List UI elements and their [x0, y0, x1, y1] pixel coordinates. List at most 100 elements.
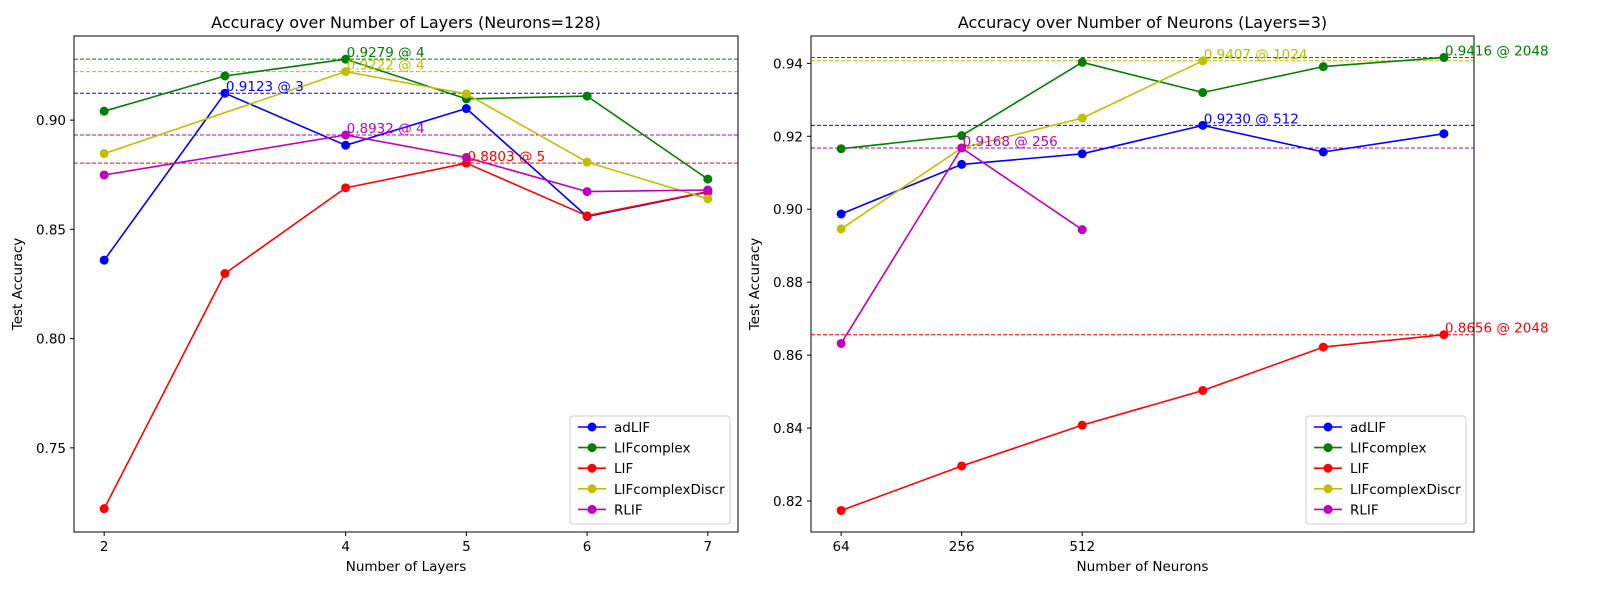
chart-panel-layers: Accuracy over Number of Layers (Neurons=… — [10, 13, 739, 575]
series-line-LIFcomplexDiscr — [840, 60, 1204, 230]
data-point-adLIF — [99, 255, 109, 265]
legend-swatch-marker-LIF — [587, 463, 597, 473]
data-point-adLIF — [1077, 149, 1087, 159]
data-point-LIFcomplexDiscr — [836, 224, 846, 234]
data-point-LIF — [99, 504, 109, 514]
chart-panel-neurons: Accuracy over Number of Neurons (Layers=… — [747, 13, 1549, 575]
data-point-LIF — [957, 461, 967, 471]
data-point-LIF — [1439, 330, 1449, 340]
data-point-adLIF — [220, 88, 230, 98]
data-point-LIFcomplex — [582, 91, 592, 101]
data-point-LIF — [836, 505, 846, 515]
x-tick-label: 512 — [1069, 539, 1095, 555]
data-point-LIFcomplex — [341, 54, 351, 64]
legend-label-RLIF: RLIF — [614, 502, 643, 518]
legend-label-LIFcomplexDiscr: LIFcomplexDiscr — [1350, 482, 1461, 498]
data-point-RLIF — [957, 143, 967, 153]
annotation-RLIF: 0.9168 @ 256 — [963, 134, 1058, 150]
data-point-LIFcomplexDiscr — [1077, 113, 1087, 123]
legend-box — [1305, 415, 1467, 525]
data-point-RLIF — [99, 170, 109, 180]
annotation-LIFcomplexDiscr: 0.9407 @ 1024 — [1204, 47, 1308, 63]
y-tick-label: 0.88 — [773, 275, 803, 291]
annotation-LIFcomplexDiscr: 0.9222 @ 4 — [347, 58, 425, 74]
y-axis-label: Test Accuracy — [747, 238, 763, 332]
legend-swatch-marker-adLIF — [1323, 422, 1333, 432]
legend-swatch-marker-LIFcomplex — [1323, 443, 1333, 453]
x-tick-label: 64 — [833, 539, 850, 555]
y-axis-label: Test Accuracy — [10, 238, 26, 332]
data-point-RLIF — [582, 187, 592, 197]
legend-swatch-marker-LIFcomplex — [587, 443, 597, 453]
y-tick-label: 0.90 — [36, 113, 66, 129]
x-tick-label: 256 — [949, 539, 975, 555]
annotation-adLIF: 0.9123 @ 3 — [226, 79, 304, 95]
data-point-LIFcomplex — [220, 71, 230, 81]
y-tick-label: 0.94 — [773, 56, 803, 72]
annotation-LIF: 0.8803 @ 5 — [467, 149, 545, 165]
y-tick-label: 0.84 — [773, 421, 803, 437]
legend-swatch-marker-RLIF — [587, 504, 597, 514]
legend: adLIF LIFcomplex LIF LIFcomplexDiscr RLIF — [1305, 415, 1467, 525]
y-tick-label: 0.85 — [36, 222, 66, 238]
data-point-LIF — [1198, 385, 1208, 395]
annotation-RLIF: 0.8932 @ 4 — [347, 121, 425, 137]
annotation-LIFcomplex: 0.9279 @ 4 — [347, 45, 425, 61]
data-point-LIF — [341, 183, 351, 193]
data-point-RLIF — [836, 338, 846, 348]
y-tick-label: 0.80 — [36, 332, 66, 348]
data-point-RLIF — [461, 152, 471, 162]
data-point-LIFcomplex — [703, 174, 713, 184]
data-point-LIFcomplexDiscr — [341, 67, 351, 77]
data-point-LIFcomplex — [1077, 57, 1087, 67]
y-tick-label: 0.75 — [36, 441, 66, 457]
data-point-LIFcomplex — [1318, 62, 1328, 72]
legend-swatch-marker-RLIF — [1323, 504, 1333, 514]
data-point-RLIF — [341, 130, 351, 140]
data-point-LIFcomplexDiscr — [582, 157, 592, 167]
y-tick-label: 0.82 — [773, 494, 803, 510]
data-point-LIFcomplexDiscr — [99, 149, 109, 159]
x-axis-label: Number of Layers — [346, 559, 467, 575]
x-axis-label: Number of Neurons — [1077, 559, 1209, 575]
data-point-adLIF — [341, 140, 351, 150]
annotation-LIF: 0.8656 @ 2048 — [1445, 321, 1549, 337]
data-point-adLIF — [836, 209, 846, 219]
data-point-adLIF — [1318, 147, 1328, 157]
data-point-LIFcomplexDiscr — [703, 194, 713, 204]
legend-swatch-marker-adLIF — [587, 422, 597, 432]
series-line-LIF — [103, 162, 708, 509]
x-tick-label: 2 — [100, 539, 109, 555]
legend-label-RLIF: RLIF — [1350, 502, 1379, 518]
legend-label-LIFcomplex: LIFcomplex — [614, 441, 690, 457]
data-point-RLIF — [1077, 225, 1087, 235]
legend-label-LIF: LIF — [614, 461, 633, 477]
data-point-adLIF — [957, 159, 967, 169]
legend-label-LIFcomplexDiscr: LIFcomplexDiscr — [614, 482, 725, 498]
data-point-LIF — [582, 211, 592, 221]
legend-label-LIF: LIF — [1350, 461, 1369, 477]
legend-swatch-marker-LIFcomplexDiscr — [587, 484, 597, 494]
legend-label-LIFcomplex: LIFcomplex — [1350, 441, 1426, 457]
series-line-adLIF — [840, 124, 1445, 215]
data-point-LIFcomplex — [1198, 88, 1208, 98]
annotation-adLIF: 0.9230 @ 512 — [1204, 111, 1299, 127]
data-point-LIFcomplex — [957, 131, 967, 141]
x-tick-label: 5 — [462, 539, 471, 555]
data-point-LIFcomplex — [99, 106, 109, 116]
legend-label-adLIF: adLIF — [1350, 420, 1386, 436]
x-tick-label: 4 — [341, 539, 350, 555]
data-point-RLIF — [703, 185, 713, 195]
legend-box — [569, 415, 731, 525]
chart-title: Accuracy over Number of Layers (Neurons=… — [211, 13, 601, 32]
y-tick-label: 0.86 — [773, 348, 803, 364]
data-point-adLIF — [1198, 120, 1208, 130]
series-line-LIFcomplex — [103, 58, 709, 180]
data-point-LIF — [1077, 420, 1087, 430]
chart-title: Accuracy over Number of Neurons (Layers=… — [958, 13, 1327, 32]
x-tick-label: 6 — [583, 539, 592, 555]
legend: adLIF LIFcomplex LIF LIFcomplexDiscr RLIF — [569, 415, 731, 525]
plot-frame — [73, 35, 739, 533]
data-point-adLIF — [461, 104, 471, 114]
